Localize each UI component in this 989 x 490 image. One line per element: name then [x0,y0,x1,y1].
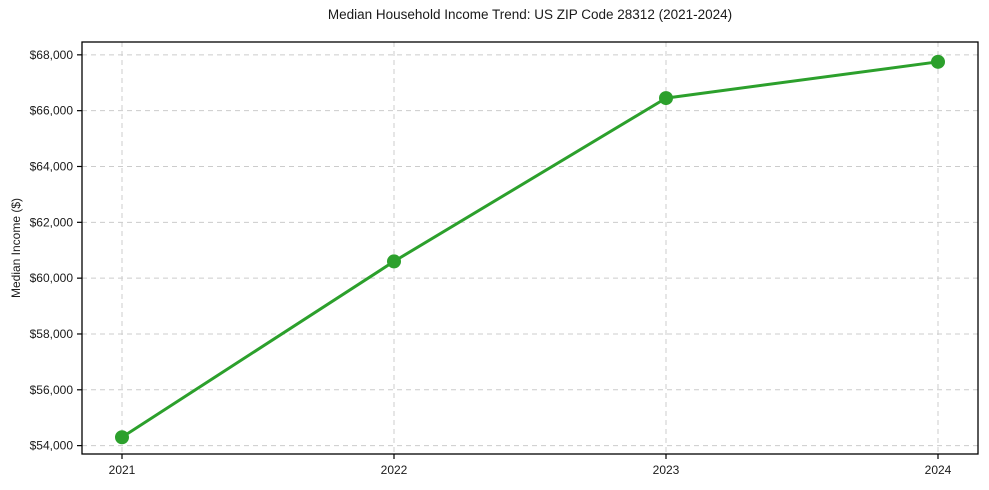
y-tick-label: $60,000 [30,271,74,285]
y-tick-label: $56,000 [30,383,74,397]
x-tick-label: 2023 [653,463,680,477]
data-point-2024 [931,54,945,69]
x-tick-label: 2022 [381,463,408,477]
y-tick-label: $54,000 [30,439,74,453]
data-point-2021 [115,430,129,445]
data-line [120,60,940,439]
data-point-2022 [387,254,401,269]
data-point-2023 [659,91,673,106]
y-tick-label: $68,000 [30,48,74,62]
axes-border [81,41,979,455]
y-tick-label: $58,000 [30,327,74,341]
x-tick-label: 2024 [925,463,952,477]
y-tick-label: $64,000 [30,159,74,173]
x-tick-label: 2021 [109,463,136,477]
y-tick-label: $62,000 [30,215,74,229]
y-tick-label: $66,000 [30,104,74,118]
chart-title: Median Household Income Trend: US ZIP Co… [327,7,733,22]
